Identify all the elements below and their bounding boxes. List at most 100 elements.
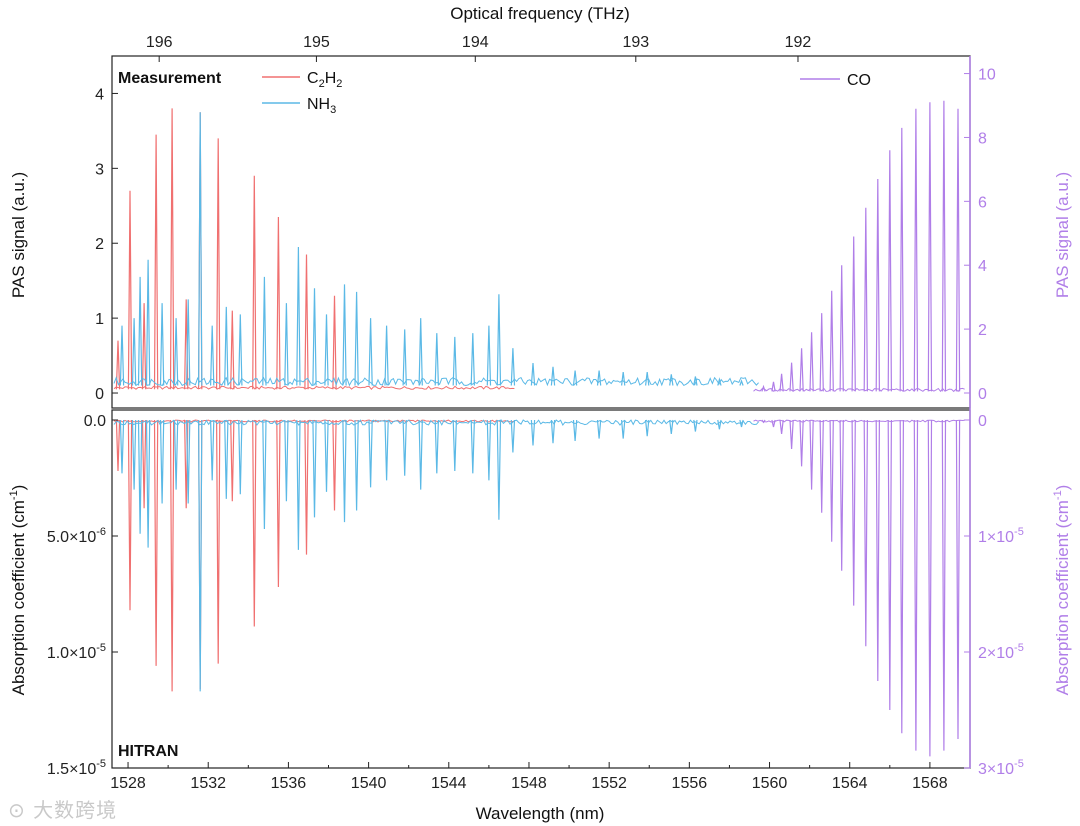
- y-left-tick-label: 1: [95, 311, 104, 328]
- y-right-tick-label: 8: [978, 130, 987, 147]
- y-right-tick-label: 6: [978, 194, 987, 211]
- y-left-tick-label: 1.0×10-5: [47, 642, 106, 662]
- legend-nh3-label: NH3: [307, 96, 336, 116]
- hitran-c2h2-peak: [230, 419, 235, 502]
- y-left-tick-label: 1.5×10-5: [47, 758, 106, 778]
- hitran-c2h2-peak: [153, 419, 159, 666]
- bottom-left-y-title: Absorption coefficient (cm-1): [8, 485, 28, 696]
- hitran-co-peak: [941, 419, 947, 751]
- measurement-co-peak: [789, 362, 794, 392]
- y-left-tick-label: 4: [95, 86, 104, 103]
- hitran-nh3-peak: [131, 419, 137, 490]
- hitran-nh3-peak: [368, 419, 373, 488]
- top-axis-title: Optical frequency (THz): [450, 4, 630, 23]
- y-left-tick-label: 0.0: [84, 413, 106, 430]
- measurement-co-peak: [819, 313, 824, 392]
- measurement-co-peak: [761, 384, 766, 392]
- top-tick-label: 195: [303, 34, 330, 51]
- hitran-nh3-peak: [384, 419, 389, 481]
- hitran-c2h2-peak: [115, 419, 121, 472]
- y-right-tick-label: 10: [978, 67, 996, 84]
- hitran-nh3-peak: [717, 419, 722, 430]
- top-tick-label: 192: [785, 34, 812, 51]
- measurement-co-peak: [875, 178, 880, 392]
- hitran-nh3-peak: [496, 419, 502, 520]
- measurement-co-peak: [927, 102, 933, 392]
- hitran-nh3-peak: [342, 419, 347, 523]
- x-tick-label: 1556: [672, 775, 708, 792]
- measurement-nh3-peak: [324, 314, 329, 386]
- measurement-nh3-peak: [296, 246, 301, 386]
- hitran-nh3-peak: [739, 419, 744, 428]
- y-right-tick-label: 4: [978, 258, 987, 275]
- hitran-c2h2-peak: [304, 419, 309, 555]
- measurement-nh3-baseline: [113, 376, 759, 387]
- measurement-nh3-peak: [137, 276, 143, 386]
- hitran-co-peak: [799, 419, 804, 467]
- top-tick-label: 194: [462, 34, 489, 51]
- x-tick-label: 1528: [110, 775, 146, 792]
- measurement-c2h2-peak: [169, 108, 175, 390]
- y-left-tick-label: 5.0×10-6: [47, 526, 106, 546]
- measurement-nh3-peak: [402, 329, 407, 386]
- measurement-c2h2-peak: [127, 190, 133, 390]
- measurement-co-peak: [809, 332, 814, 392]
- measurement-c2h2-peak: [332, 295, 337, 390]
- hitran-nh3-baseline: [113, 419, 759, 426]
- hitran-nh3-peak: [210, 419, 215, 481]
- hitran-nh3-peak: [418, 419, 423, 490]
- top-tick-label: 196: [146, 34, 173, 51]
- measurement-co-peak: [863, 207, 868, 392]
- hitran-nh3-peak: [572, 419, 578, 441]
- measurement-nh3-peak: [368, 318, 373, 386]
- y-right-tick-label: 0: [978, 386, 987, 403]
- measurement-nh3-peak: [530, 363, 536, 386]
- hitran-nh3-peak: [470, 419, 475, 474]
- measurement-nh3-peak: [452, 336, 457, 386]
- hitran-co-peak: [839, 419, 844, 571]
- hitran-co-peak: [771, 419, 776, 428]
- hitran-nh3-peak: [354, 419, 359, 511]
- watermark: ⊙ 大数跨境: [8, 798, 118, 822]
- measurement-nh3-peak: [739, 379, 744, 386]
- hitran-nh3-peak: [312, 419, 317, 518]
- x-tick-label: 1540: [351, 775, 387, 792]
- hitran-co-peak: [819, 419, 824, 513]
- x-tick-label: 1564: [832, 775, 868, 792]
- top-left-y-title: PAS signal (a.u.): [9, 172, 28, 298]
- y-left-tick-label: 0: [95, 386, 104, 403]
- measurement-co-peak: [851, 236, 856, 392]
- series-layer: [113, 100, 965, 757]
- measurement-nh3-peak: [596, 370, 602, 386]
- measurement-nh3-peak: [717, 377, 722, 386]
- y-right-tick-label: 0: [978, 413, 987, 430]
- x-tick-label: 1532: [190, 775, 226, 792]
- hitran-c2h2-baseline: [113, 419, 515, 423]
- hitran-co-peak: [875, 419, 880, 682]
- hitran-nh3-peak: [621, 419, 626, 439]
- top-tick-label: 193: [622, 34, 649, 51]
- hitran-nh3-peak: [530, 419, 536, 446]
- x-tick-label: 1560: [752, 775, 788, 792]
- x-tick-label: 1544: [431, 775, 467, 792]
- measurement-c2h2-peak: [276, 216, 281, 390]
- measurement-nh3-peak: [210, 325, 215, 386]
- measurement-c2h2-peak: [153, 134, 159, 390]
- hitran-nh3-peak: [434, 419, 439, 474]
- measurement-nh3-peak: [119, 325, 125, 386]
- hitran-c2h2-peak: [332, 419, 337, 511]
- measurement-nh3-peak: [342, 284, 347, 386]
- hitran-nh3-peak: [224, 419, 229, 499]
- hitran-nh3-peak: [510, 419, 516, 453]
- hitran-co-peak: [851, 419, 856, 606]
- hitran-co-peak: [913, 419, 919, 751]
- y-right-tick-label: 2: [978, 322, 987, 339]
- measurement-nh3-peak: [572, 370, 578, 386]
- measurement-co-peak: [779, 373, 784, 392]
- hitran-co-peak: [927, 419, 933, 757]
- hitran-co-peak: [789, 419, 794, 450]
- hitran-nh3-peak: [596, 419, 602, 439]
- hitran-nh3-peak: [173, 419, 179, 490]
- measurement-nh3-peak: [550, 366, 556, 386]
